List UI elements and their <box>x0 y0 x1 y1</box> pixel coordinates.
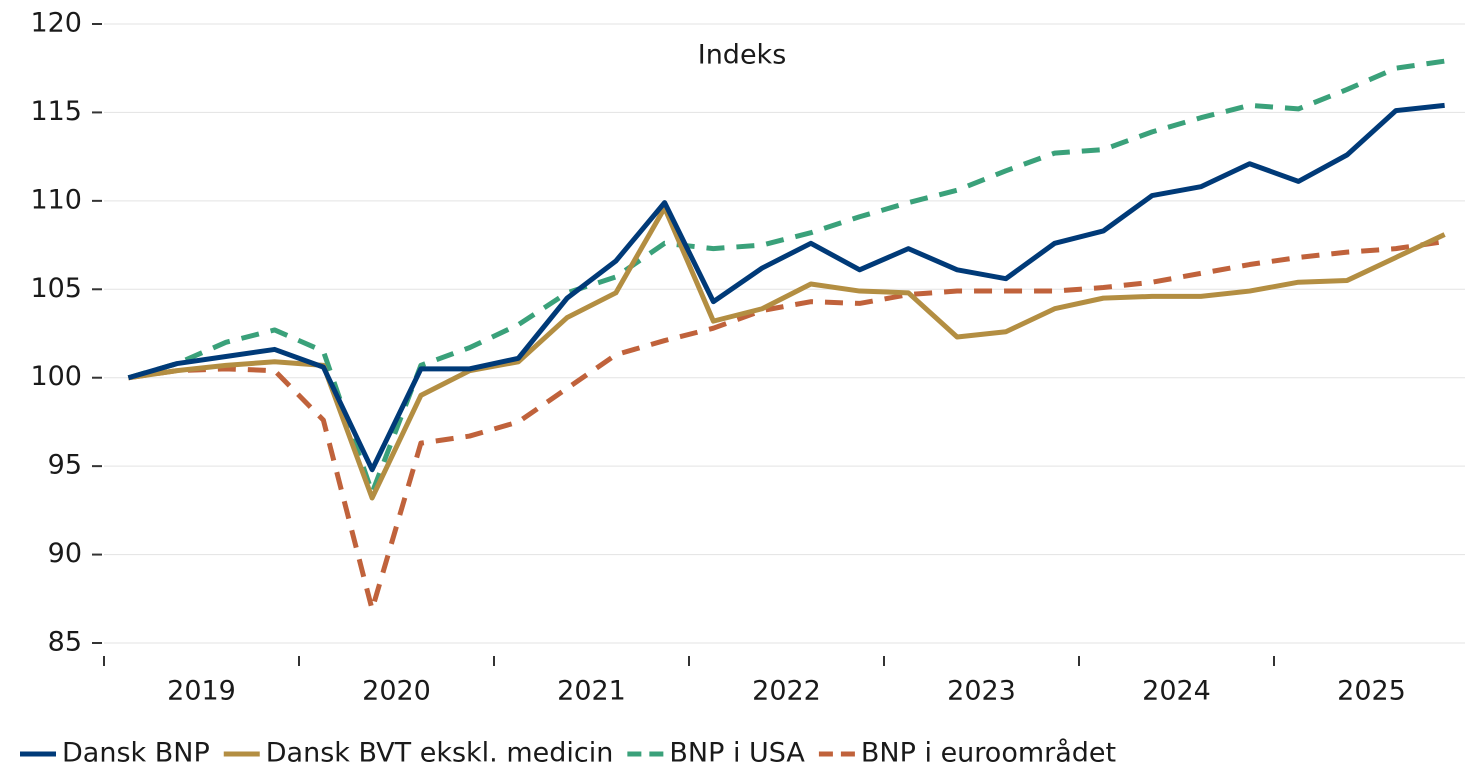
series-line <box>128 239 1445 612</box>
y-tick-label: 105 <box>30 273 82 304</box>
x-tick-label: 2021 <box>557 676 626 707</box>
y-tick-label: 100 <box>30 361 82 392</box>
x-tick-label: 2024 <box>1142 676 1211 707</box>
legend-label: Dansk BVT ekskl. medicin <box>266 738 614 769</box>
y-tick-label: 95 <box>48 450 82 481</box>
y-tick-label: 115 <box>30 96 82 127</box>
legend-label: BNP i USA <box>669 738 805 769</box>
y-tick-label: 90 <box>48 538 82 569</box>
series-line <box>128 205 1446 501</box>
x-tick-label: 2020 <box>362 676 431 707</box>
y-tick-label: 110 <box>30 184 82 215</box>
legend-label: BNP i euroområdet <box>861 738 1116 769</box>
y-tick-label: 85 <box>48 627 82 658</box>
series-line <box>127 102 1445 473</box>
chart-title: Indeks <box>698 40 787 71</box>
x-tick-label: 2023 <box>947 676 1016 707</box>
legend-label: Dansk BNP <box>62 738 210 769</box>
x-tick-label: 2022 <box>752 676 821 707</box>
x-tick-label: 2019 <box>167 676 236 707</box>
y-tick-label: 120 <box>30 8 82 39</box>
x-tick-label: 2025 <box>1337 676 1406 707</box>
